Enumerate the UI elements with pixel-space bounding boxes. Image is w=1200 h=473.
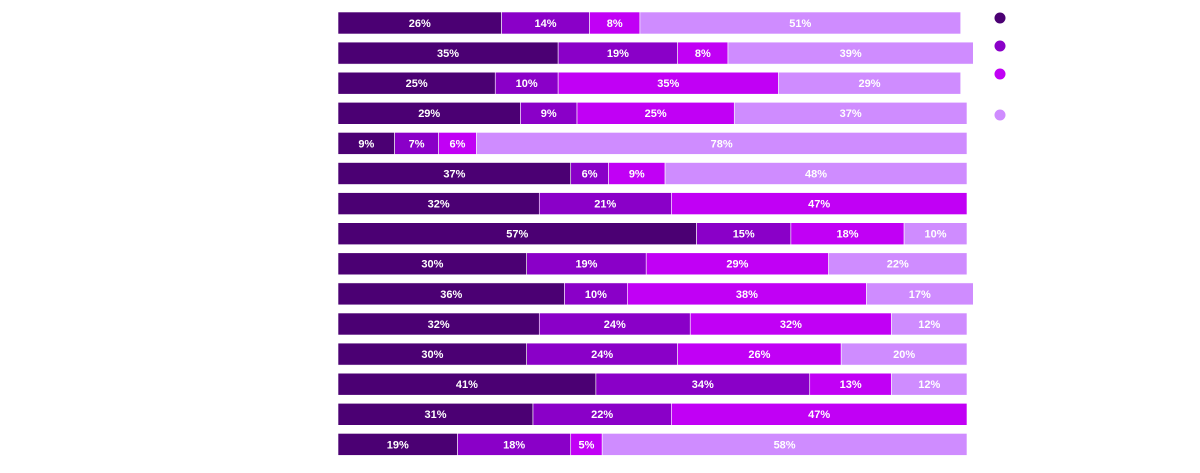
- data-label: 26%: [748, 349, 770, 361]
- data-label: 24%: [604, 319, 626, 331]
- bar-segment: [866, 282, 974, 306]
- bar-segment: [733, 102, 968, 125]
- data-label: 51%: [789, 18, 811, 30]
- data-label: 35%: [437, 48, 459, 60]
- data-label: 41%: [456, 379, 478, 391]
- data-label: 32%: [428, 319, 450, 331]
- data-label: 9%: [358, 138, 374, 150]
- bar-segment: [777, 71, 962, 95]
- bar-segment: [671, 402, 968, 426]
- data-label: 25%: [406, 78, 428, 90]
- data-label: 19%: [607, 48, 629, 60]
- data-label: 19%: [575, 259, 597, 271]
- data-label: 32%: [428, 199, 450, 211]
- data-label: 34%: [692, 379, 714, 391]
- data-label: 26%: [409, 18, 431, 30]
- data-label: 17%: [909, 289, 931, 301]
- data-label: 6%: [450, 138, 466, 150]
- data-label: 57%: [506, 229, 528, 241]
- data-label: 36%: [440, 289, 462, 301]
- data-label: 6%: [582, 168, 598, 180]
- data-label: 78%: [711, 138, 733, 150]
- legend-marker: [994, 12, 1006, 24]
- data-label: 29%: [418, 108, 440, 120]
- data-label: 29%: [726, 259, 748, 271]
- bar-segment: [903, 222, 968, 245]
- data-label: 10%: [925, 229, 947, 241]
- bar-segment: [891, 372, 968, 396]
- bar-segment: [601, 433, 968, 456]
- data-label: 38%: [736, 289, 758, 301]
- data-label: 7%: [409, 138, 425, 150]
- legend-marker: [994, 40, 1006, 52]
- data-label: 18%: [503, 439, 525, 451]
- data-label: 13%: [840, 379, 862, 391]
- data-label: 9%: [629, 168, 645, 180]
- data-label: 19%: [387, 439, 409, 451]
- bar-segment: [671, 192, 968, 215]
- data-label: 12%: [918, 319, 940, 331]
- data-label: 29%: [858, 78, 880, 90]
- data-label: 18%: [836, 229, 858, 241]
- data-label: 22%: [591, 409, 613, 421]
- bar-segment: [828, 252, 968, 276]
- legend-marker: [994, 109, 1006, 121]
- data-label: 5%: [579, 439, 595, 451]
- data-label: 39%: [840, 48, 862, 60]
- bar-segment: [664, 162, 968, 185]
- bar-segment: [476, 132, 968, 155]
- data-label: 22%: [887, 259, 909, 271]
- data-label: 30%: [421, 259, 443, 271]
- data-label: 37%: [443, 168, 465, 180]
- data-label: 30%: [421, 349, 443, 361]
- bar-segment: [639, 11, 962, 35]
- data-label: 25%: [645, 108, 667, 120]
- data-label: 32%: [780, 319, 802, 331]
- data-label: 48%: [805, 168, 827, 180]
- data-label: 10%: [516, 78, 538, 90]
- data-label: 9%: [541, 108, 557, 120]
- data-label: 35%: [657, 78, 679, 90]
- data-label: 8%: [695, 48, 711, 60]
- data-label: 10%: [585, 289, 607, 301]
- data-label: 20%: [893, 349, 915, 361]
- data-label: 37%: [840, 108, 862, 120]
- bar-segment: [891, 312, 968, 336]
- legend-marker: [994, 68, 1006, 80]
- data-label: 58%: [774, 439, 796, 451]
- data-label: 47%: [808, 409, 830, 421]
- data-label: 14%: [535, 18, 557, 30]
- data-label: 24%: [591, 349, 613, 361]
- data-label: 21%: [594, 199, 616, 211]
- data-label: 15%: [733, 229, 755, 241]
- bar-segment: [727, 41, 974, 65]
- data-label: 8%: [607, 18, 623, 30]
- data-label: 31%: [424, 409, 446, 421]
- data-label: 47%: [808, 199, 830, 211]
- data-label: 12%: [918, 379, 940, 391]
- bar-segment: [840, 342, 968, 366]
